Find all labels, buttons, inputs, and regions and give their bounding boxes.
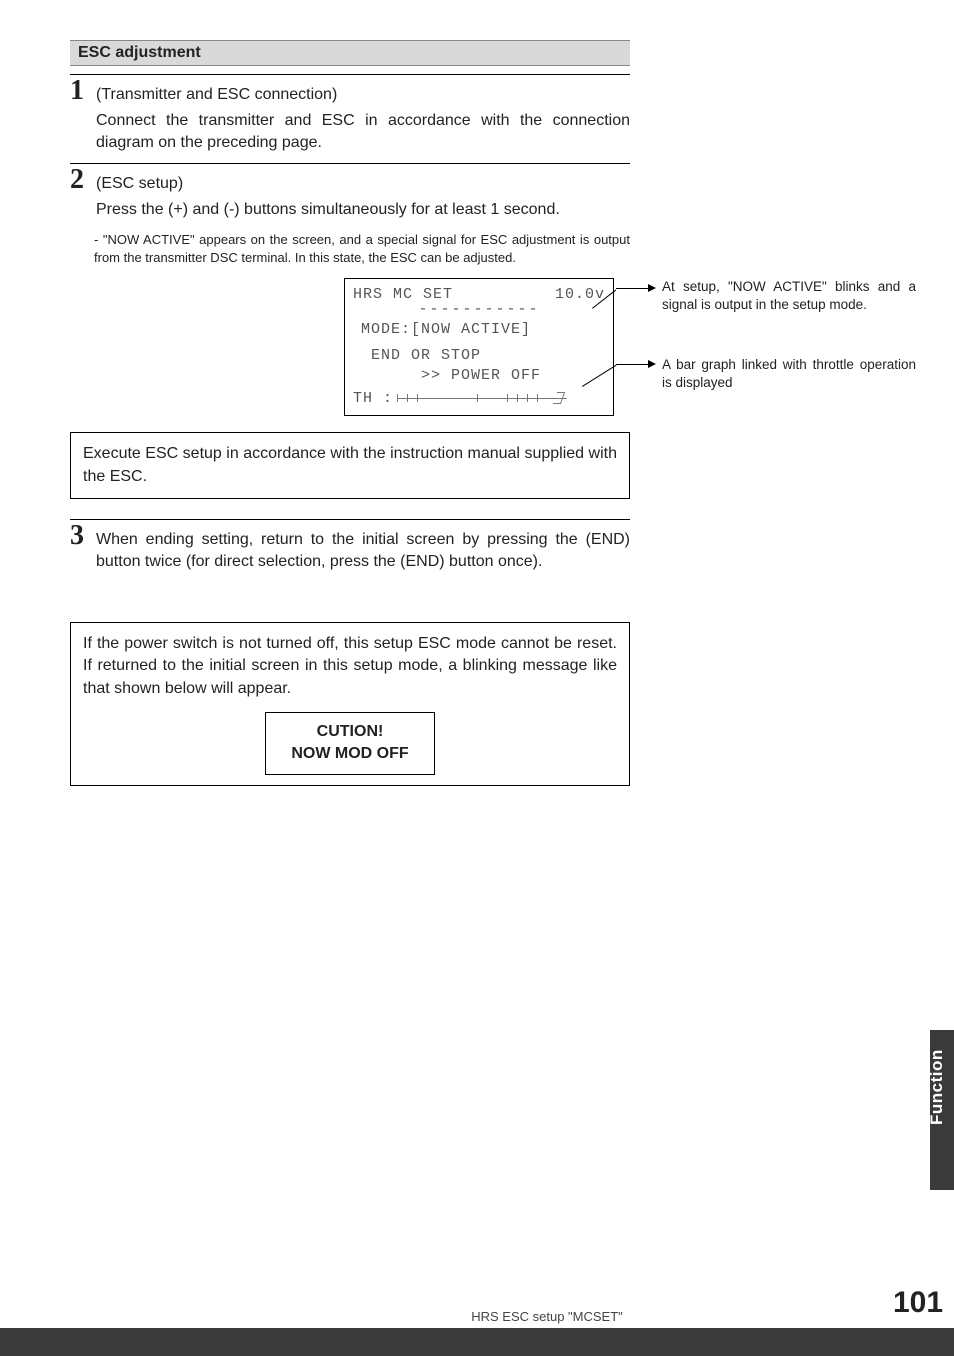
lcd-throttle-bar bbox=[397, 394, 567, 404]
leader-1 bbox=[616, 288, 650, 289]
step-3-para: When ending setting, return to the initi… bbox=[96, 529, 630, 574]
caution-line2: NOW MOD OFF bbox=[276, 743, 424, 765]
lcd-line4a: END OR STOP bbox=[353, 346, 605, 366]
step-2-note: - "NOW ACTIVE" appears on the screen, an… bbox=[94, 231, 630, 266]
step-3: 3 When ending setting, return to the ini… bbox=[70, 519, 630, 574]
caution-line1: CUTION! bbox=[276, 721, 424, 743]
lcd-th-label: TH : bbox=[353, 389, 393, 409]
lcd-mode-line: MODE:[NOW ACTIVE] bbox=[353, 320, 605, 340]
warning-box: If the power switch is not turned off, t… bbox=[70, 622, 630, 786]
callout-2: A bar graph linked with throttle operati… bbox=[662, 356, 916, 392]
lcd-region: HRS MC SET 10.0v ----------- MODE:[NOW A… bbox=[70, 278, 916, 408]
caution-box: CUTION! NOW MOD OFF bbox=[265, 712, 435, 775]
leader-2 bbox=[616, 364, 650, 365]
step-2: 2 (ESC setup) Press the (+) and (-) butt… bbox=[70, 163, 630, 266]
callout-1: At setup, "NOW ACTIVE" blinks and a sign… bbox=[662, 278, 916, 314]
footer-bar bbox=[0, 1328, 954, 1356]
lcd-screen: HRS MC SET 10.0v ----------- MODE:[NOW A… bbox=[344, 278, 614, 416]
instruction-box: Execute ESC setup in accordance with the… bbox=[70, 432, 630, 499]
side-tab: Function bbox=[930, 1030, 954, 1190]
lcd-line4b: >> POWER OFF bbox=[353, 366, 605, 386]
step-2-para: Press the (+) and (-) buttons simultaneo… bbox=[96, 199, 630, 221]
page: ESC adjustment 1 (Transmitter and ESC co… bbox=[0, 0, 954, 1356]
step-3-number: 3 bbox=[70, 522, 96, 550]
footer-label: HRS ESC setup "MCSET" bbox=[70, 1309, 954, 1324]
arrowhead-2 bbox=[648, 360, 656, 368]
warning-text: If the power switch is not turned off, t… bbox=[83, 633, 617, 700]
page-number-box: 101 bbox=[888, 1278, 948, 1322]
step-1-title: (Transmitter and ESC connection) bbox=[96, 86, 630, 104]
step-1-number: 1 bbox=[70, 77, 96, 105]
step-1: 1 (Transmitter and ESC connection) Conne… bbox=[70, 74, 630, 155]
section-heading: ESC adjustment bbox=[70, 40, 630, 66]
arrowhead-1 bbox=[648, 284, 656, 292]
step-1-para: Connect the transmitter and ESC in accor… bbox=[96, 110, 630, 155]
side-tab-label: Function bbox=[927, 1049, 947, 1125]
step-2-number: 2 bbox=[70, 166, 96, 194]
page-number: 101 bbox=[893, 1286, 943, 1319]
step-2-title: (ESC setup) bbox=[96, 175, 630, 193]
